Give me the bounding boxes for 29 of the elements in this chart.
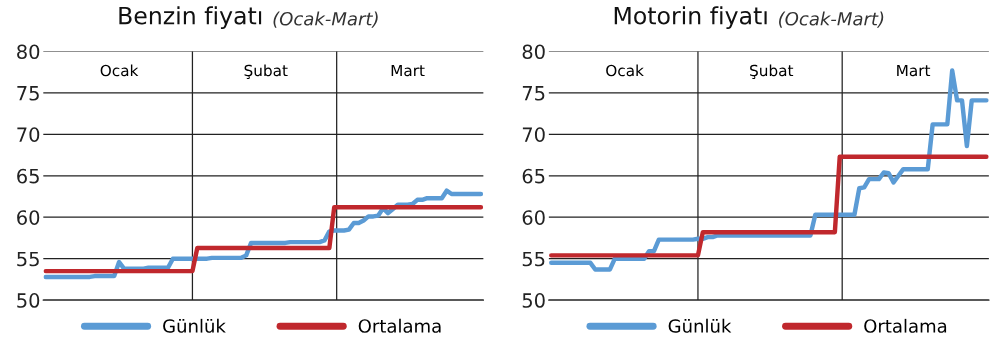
y-tick-label: 50 [17,293,40,308]
y-tick-label: 50 [522,293,545,308]
line-series [43,188,484,280]
chart-title: Benzin fiyatı [119,6,262,30]
y-tick-label: 55 [522,251,545,267]
y-tick-label: 55 [17,251,39,267]
x-tick-label: Ocak [100,64,139,77]
legend-label: Ortalama [864,318,947,333]
y-tick-label: 60 [17,210,40,225]
y-tick-label: 75 [17,86,39,101]
x-tick-label: Şubat [244,64,288,79]
y-tick-label: 65 [17,168,39,184]
legend-label: Günlük [668,318,732,333]
x-tick-label: Şubat [750,64,794,79]
y-tick-label: 80 [522,44,545,60]
chart-subtitle: (Ocak-Mart) [779,11,884,28]
legend-label: Günlük [163,318,226,333]
x-tick-label: Ocak [606,64,644,77]
y-tick-label: 70 [17,127,40,143]
x-tick-label: Mart [391,64,425,77]
chart-subtitle: (Ocak-Mart) [273,11,378,28]
legend-label: Ortalama [358,318,441,333]
y-tick-label: 80 [17,44,40,60]
y-tick-label: 75 [522,86,545,101]
y-tick-label: 65 [522,168,545,184]
chart-title: Motorin fiyatı [614,6,767,30]
y-tick-label: 70 [522,127,545,143]
y-tick-label: 60 [522,210,545,225]
x-tick-label: Mart [897,64,931,77]
